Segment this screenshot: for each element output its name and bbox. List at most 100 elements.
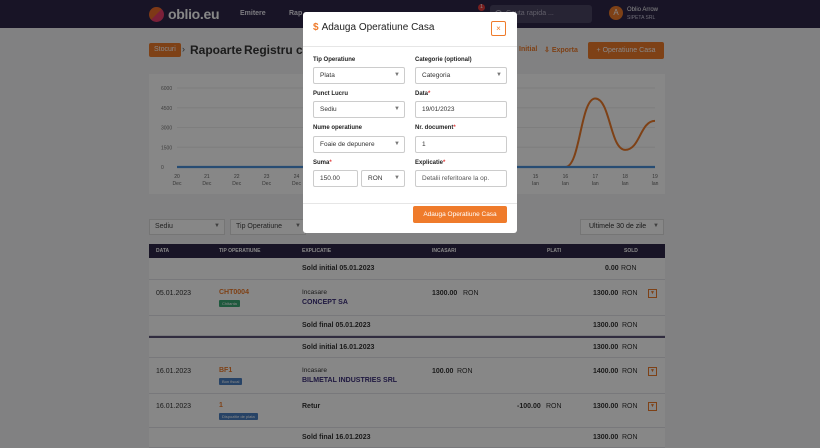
moneda-value: RON [368, 175, 383, 182]
explicatie-input[interactable]: Detalii referitoare la op. [415, 170, 507, 187]
categorie-value: Categoria [422, 72, 451, 79]
tip-operatiune-select[interactable]: Plata ▼ [313, 67, 405, 84]
moneda-select[interactable]: RON ▼ [361, 170, 405, 187]
row-doc-link[interactable]: 1 [219, 402, 223, 409]
nume-operatiune-select[interactable]: Foaie de depunere ▼ [313, 136, 405, 153]
col-incasari: INCASARI [432, 248, 457, 254]
logo-icon [149, 6, 164, 22]
x-tick-month: Ian [532, 181, 539, 187]
table-row-sold: Sold initial 16.01.2023 1300.00 RON [149, 338, 665, 358]
col-plati: PLATI [547, 248, 562, 254]
table-header: DATA TIP OPERATIUNE EXPLICATIE INCASARI … [149, 244, 665, 258]
add-operation-button[interactable]: + Operatiune Casa [588, 42, 664, 59]
row-doc-link[interactable]: BF1 [219, 367, 233, 374]
chevron-right-icon: › [236, 44, 239, 54]
doc-type-badge: Bon fiscal [219, 378, 243, 385]
x-tick-month: Ian [592, 181, 599, 187]
y-tick-label: 0 [161, 165, 164, 171]
x-tick-month: Ian [622, 181, 629, 187]
explicatie-label: Explicatie* [415, 160, 446, 166]
x-tick-day: 15 [533, 174, 539, 180]
doc-type-badge: Dispozitie de plata [219, 413, 258, 420]
table-row-sold: Sold final 05.01.2023 1300.00 RON [149, 316, 665, 336]
row-sold: 1300.00 [593, 290, 619, 297]
suma-label-text: Suma [313, 160, 330, 166]
punct-lucru-select[interactable]: Sediu ▼ [313, 101, 405, 118]
table-row-sold: Sold initial 05.01.2023 0.00 RON [149, 258, 665, 280]
logo[interactable]: oblio.eu [149, 6, 220, 22]
add-operation-modal: $ Adauga Operatiune Casa × Tip Operatiune… [303, 12, 517, 233]
nav-item-emitere[interactable]: Emitere [240, 10, 266, 17]
x-tick-month: Ian [562, 181, 569, 187]
export-link[interactable]: ⇩ Exporta [544, 46, 578, 54]
x-tick-day: 19 [652, 174, 658, 180]
sold-label: Sold final 16.01.2023 [302, 434, 371, 441]
explicatie-label-text: Explicatie [415, 160, 444, 166]
y-tick-label: 1500 [161, 145, 172, 151]
sold-currency: RON [622, 344, 638, 351]
suma-input[interactable]: 150.00 [313, 170, 358, 187]
nume-operatiune-value: Foaie de depunere [320, 141, 375, 148]
row-client-link[interactable]: BILMETAL INDUSTRIES SRL [302, 377, 398, 384]
row-date: 16.01.2023 [156, 368, 192, 375]
date-range-value: Ultimele 30 de zile [589, 223, 647, 230]
chevron-down-icon: ▼ [394, 72, 400, 78]
col-explicatie: EXPLICATIE [302, 248, 332, 254]
sold-value: 1300.00 [593, 344, 619, 351]
breadcrumb-stocuri[interactable]: Stocuri [149, 43, 181, 57]
punct-lucru-value: Sediu [320, 106, 337, 113]
row-plati-currency: RON [546, 403, 562, 410]
chevron-right-icon: › [182, 44, 185, 54]
row-sold: 1400.00 [593, 368, 619, 375]
close-button[interactable]: × [491, 21, 506, 36]
y-tick-label: 6000 [161, 86, 172, 92]
col-sold: SOLD [624, 248, 638, 254]
x-tick-day: 24 [294, 174, 300, 180]
date-range-select[interactable]: Ultimele 30 de zile ▼ [580, 219, 664, 235]
download-icon: ⇩ [544, 47, 552, 54]
logo-text: oblio.eu [168, 6, 220, 22]
avatar[interactable]: A [609, 6, 623, 20]
row-incasari-currency: RON [463, 290, 479, 297]
dollar-icon: $ [313, 22, 319, 33]
nav-item-rapoarte[interactable]: Rap [289, 10, 303, 17]
breadcrumb-rapoarte[interactable]: Rapoarte [190, 43, 243, 57]
add-operation-label: Operatiune Casa [602, 47, 656, 54]
sold-label: Sold initial 05.01.2023 [302, 265, 375, 272]
chevron-down-icon: ▼ [214, 223, 220, 229]
sold-currency: RON [622, 434, 638, 441]
filter-punct-lucru[interactable]: Sediu ▼ [149, 219, 225, 235]
tip-operatiune-value: Plata [320, 72, 335, 79]
chevron-down-icon: ▼ [394, 106, 400, 112]
modal-divider [303, 46, 517, 47]
modal-title-text: Adauga Operatiune Casa [321, 22, 435, 33]
x-tick-month: Ian [652, 181, 659, 187]
filter-punct-value: Sediu [155, 223, 173, 230]
chevron-down-icon: ▼ [394, 175, 400, 181]
row-date: 05.01.2023 [156, 290, 192, 297]
day-divider [149, 336, 665, 338]
download-icon[interactable]: ▼ [648, 402, 657, 411]
suma-value: 150.00 [320, 175, 340, 182]
x-tick-month: Dec [202, 181, 211, 187]
categorie-select[interactable]: Categoria ▼ [415, 67, 507, 84]
table-row: 05.01.2023 CHT0004 Chitanta Incasare CON… [149, 280, 665, 316]
plus-icon: + [596, 47, 603, 54]
user-name[interactable]: Oblio Arrow [627, 7, 659, 13]
row-client-link[interactable]: CONCEPT SA [302, 299, 348, 306]
row-doc-link[interactable]: CHT0004 [219, 289, 249, 296]
nr-document-label-text: Nr. document [415, 125, 454, 131]
notification-badge[interactable]: 1 [478, 4, 485, 11]
x-tick-day: 23 [264, 174, 270, 180]
data-input[interactable]: 19/01/2023 [415, 101, 507, 118]
download-icon[interactable]: ▼ [648, 367, 657, 376]
nr-document-input[interactable]: 1 [415, 136, 507, 153]
chevron-down-icon: ▼ [394, 141, 400, 147]
export-label: Exporta [551, 47, 578, 54]
row-incasari-currency: RON [457, 368, 473, 375]
x-tick-day: 18 [622, 174, 628, 180]
sold-value: 0.00 [605, 265, 619, 272]
download-icon[interactable]: ▼ [648, 289, 657, 298]
submit-button[interactable]: Adauga Operatiune Casa [413, 206, 507, 223]
initial-link[interactable]: Initial [519, 46, 538, 53]
